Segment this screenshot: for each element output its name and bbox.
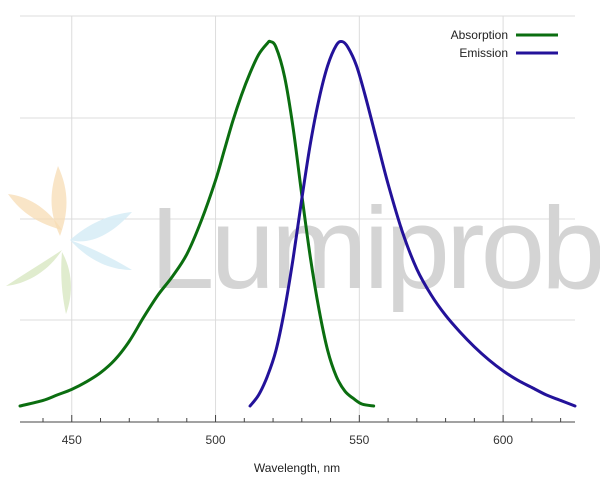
watermark-logo-icon [6, 166, 132, 314]
watermark: Lumiprobe [6, 166, 600, 314]
x-axis [20, 415, 575, 423]
x-tick-labels: 450 500 550 600 [62, 433, 514, 447]
x-tick-label: 500 [206, 433, 226, 447]
legend: Absorption Emission [451, 28, 558, 60]
x-tick-label: 600 [493, 433, 513, 447]
series-layer [18, 39, 577, 408]
x-tick-label: 450 [62, 433, 82, 447]
legend-label-absorption: Absorption [451, 28, 508, 42]
series-line-absorption [18, 39, 376, 408]
legend-label-emission: Emission [459, 46, 508, 60]
watermark-text: Lumiprobe [150, 183, 600, 313]
x-tick-label: 550 [349, 433, 369, 447]
series-line-emission [248, 39, 577, 408]
x-axis-label: Wavelength, nm [254, 461, 340, 475]
